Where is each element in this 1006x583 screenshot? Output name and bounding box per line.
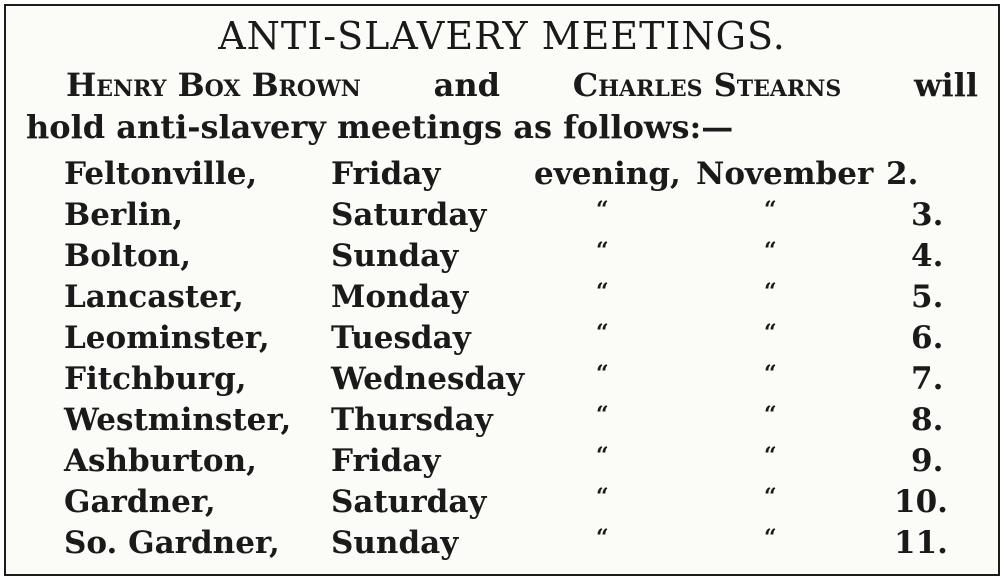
date: 7. <box>911 361 944 397</box>
schedule-row: So. Gardner, Sunday “ “ 11. <box>6 525 998 565</box>
speaker-name-2: Charles Stearns <box>572 66 842 104</box>
newspaper-clipping: ANTI-SLAVERY MEETINGS. Henry Box Brown a… <box>4 4 1000 576</box>
speaker-name-1: Henry Box Brown <box>66 66 361 104</box>
town-name: Westminster, <box>64 402 292 438</box>
weekday: Saturday <box>331 197 487 233</box>
date: 8. <box>911 402 944 438</box>
schedule-row: Berlin, Saturday “ “ 3. <box>6 197 998 237</box>
schedule-row: Westminster, Thursday “ “ 8. <box>6 402 998 442</box>
ditto-mark: “ <box>596 238 609 264</box>
town-name: Bolton, <box>64 238 191 274</box>
weekday: Friday <box>331 443 441 479</box>
weekday: Sunday <box>331 238 459 274</box>
schedule-row: Gardner, Saturday “ “ 10. <box>6 484 998 524</box>
ditto-mark: “ <box>596 320 609 346</box>
intro-will: will <box>913 66 978 104</box>
schedule-row: Ashburton, Friday “ “ 9. <box>6 443 998 483</box>
town-name: Fitchburg, <box>64 361 247 397</box>
weekday: Saturday <box>331 484 487 520</box>
month: November <box>696 156 874 192</box>
date: 10. <box>894 484 948 520</box>
date: 2. <box>886 156 919 192</box>
town-name: Feltonville, <box>64 156 258 192</box>
weekday: Sunday <box>331 525 459 561</box>
ditto-mark: “ <box>764 525 777 551</box>
intro-line-1: Henry Box Brown and Charles Stearns will <box>66 66 978 104</box>
ditto-mark: “ <box>764 320 777 346</box>
town-name: Lancaster, <box>64 279 244 315</box>
date: 4. <box>911 238 944 274</box>
ditto-mark: “ <box>596 279 609 305</box>
date: 9. <box>911 443 944 479</box>
weekday: Monday <box>331 279 469 315</box>
ditto-mark: “ <box>764 197 777 223</box>
time-of-day: evening, <box>534 156 681 192</box>
intro-line-2: hold anti-slavery meetings as follows:— <box>26 108 734 146</box>
town-name: Ashburton, <box>64 443 257 479</box>
intro-conjunction: and <box>433 66 501 104</box>
ditto-mark: “ <box>764 443 777 469</box>
date: 11. <box>894 525 948 561</box>
town-name: Leominster, <box>64 320 270 356</box>
town-name: Gardner, <box>64 484 216 520</box>
ditto-mark: “ <box>596 484 609 510</box>
ditto-mark: “ <box>764 484 777 510</box>
weekday: Tuesday <box>331 320 471 356</box>
ditto-mark: “ <box>764 238 777 264</box>
schedule-row: Fitchburg, Wednesday “ “ 7. <box>6 361 998 401</box>
weekday: Wednesday <box>331 361 525 397</box>
weekday: Thursday <box>331 402 493 438</box>
town-name: Berlin, <box>64 197 184 233</box>
schedule-row: Feltonville, Friday evening, November 2. <box>6 156 998 196</box>
date: 5. <box>911 279 944 315</box>
date: 3. <box>911 197 944 233</box>
ditto-mark: “ <box>596 525 609 551</box>
schedule-row: Leominster, Tuesday “ “ 6. <box>6 320 998 360</box>
date: 6. <box>911 320 944 356</box>
notice-title: ANTI-SLAVERY MEETINGS. <box>218 14 786 58</box>
town-name: So. Gardner, <box>64 525 280 561</box>
schedule-row: Bolton, Sunday “ “ 4. <box>6 238 998 278</box>
ditto-mark: “ <box>596 443 609 469</box>
ditto-mark: “ <box>764 402 777 428</box>
ditto-mark: “ <box>764 279 777 305</box>
ditto-mark: “ <box>596 361 609 387</box>
ditto-mark: “ <box>596 402 609 428</box>
ditto-mark: “ <box>596 197 609 223</box>
ditto-mark: “ <box>764 361 777 387</box>
weekday: Friday <box>331 156 441 192</box>
schedule-row: Lancaster, Monday “ “ 5. <box>6 279 998 319</box>
